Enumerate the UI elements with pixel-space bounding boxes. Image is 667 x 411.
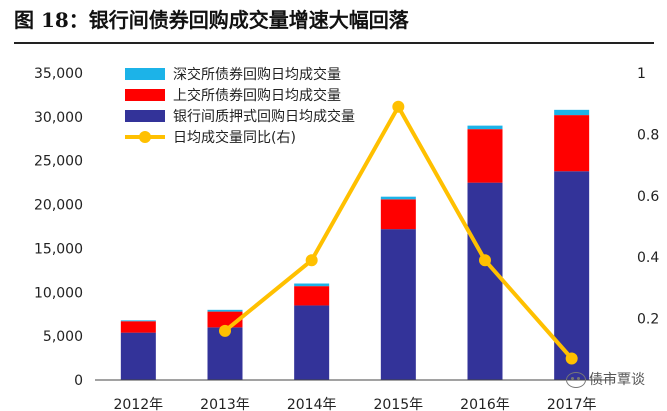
y-right-tick-label: 0.8 bbox=[637, 127, 659, 143]
legend-swatch-1 bbox=[125, 89, 165, 101]
yoy-point bbox=[479, 254, 491, 267]
bar-segment-2-0 bbox=[294, 305, 330, 380]
bar-segment-0-2 bbox=[120, 320, 156, 322]
legend: 深交所债券回购日均成交量上交所债券回购日均成交量银行间质押式回购日均成交量日均成… bbox=[125, 66, 355, 146]
y-left-tick-label: 5,000 bbox=[43, 329, 83, 345]
watermark: 债市覃谈 bbox=[566, 369, 645, 389]
bar-segment-5-1 bbox=[554, 115, 590, 172]
title-rule bbox=[14, 42, 654, 44]
y-left-tick-label: 30,000 bbox=[34, 110, 83, 126]
bar-segment-0-0 bbox=[120, 332, 156, 380]
yoy-point bbox=[219, 324, 231, 337]
bar-segment-1-2 bbox=[207, 309, 243, 312]
legend-swatch-0 bbox=[125, 110, 165, 122]
yoy-point bbox=[565, 352, 578, 365]
x-tick-label: 2015年 bbox=[374, 397, 424, 411]
yoy-point bbox=[392, 100, 405, 113]
y-left-tick-label: 20,000 bbox=[34, 198, 83, 214]
x-axis: 2012年 2013年 2014年 2015年 2016年 2017年 bbox=[95, 379, 615, 411]
legend-label: 深交所债券回购日均成交量 bbox=[173, 66, 341, 83]
bar-segment-2-1 bbox=[294, 286, 330, 306]
bar-layer bbox=[120, 109, 590, 380]
y-right-tick-label: 0.2 bbox=[637, 312, 659, 328]
bar-segment-3-0 bbox=[380, 229, 416, 380]
legend-label: 银行间质押式回购日均成交量 bbox=[173, 108, 355, 125]
y-right-tick-label: 0.4 bbox=[637, 250, 659, 266]
bar-segment-4-1 bbox=[467, 129, 503, 183]
legend-swatch-point bbox=[139, 131, 151, 143]
yoy-point bbox=[305, 254, 318, 267]
y-left-tick-label: 25,000 bbox=[34, 154, 83, 170]
wechat-icon bbox=[566, 372, 586, 388]
bar-segment-3-2 bbox=[380, 196, 416, 200]
x-tick-label: 2013年 bbox=[200, 397, 250, 411]
bar-segment-5-2 bbox=[554, 109, 590, 116]
legend-label: 上交所债券回购日均成交量 bbox=[173, 87, 341, 104]
watermark-text: 债市覃谈 bbox=[589, 372, 645, 388]
legend-swatch-2 bbox=[125, 68, 165, 80]
y-axis-right: 0.2 0.4 0.6 0.8 1 bbox=[637, 66, 659, 328]
legend-label: 日均成交量同比(右) bbox=[173, 129, 296, 146]
bar-segment-3-1 bbox=[380, 199, 416, 230]
bar-segment-2-2 bbox=[294, 283, 330, 287]
y-left-tick-label: 35,000 bbox=[34, 66, 83, 82]
y-left-tick-label: 10,000 bbox=[34, 285, 83, 301]
y-right-tick-label: 1 bbox=[637, 66, 646, 82]
x-tick-label: 2014年 bbox=[287, 397, 337, 411]
y-right-tick-label: 0.6 bbox=[637, 189, 659, 205]
yoy-line-layer bbox=[219, 100, 578, 365]
bar-segment-4-0 bbox=[467, 182, 503, 380]
bar-segment-4-2 bbox=[467, 125, 503, 130]
y-left-tick-label: 15,000 bbox=[34, 241, 83, 257]
bar-segment-5-0 bbox=[554, 171, 590, 380]
figure-title: 图 18：银行间债券回购成交量增速大幅回落 bbox=[14, 8, 409, 32]
y-axis-left: 0 5,000 10,000 15,000 20,000 25,000 30,000 35,0… bbox=[34, 66, 83, 389]
x-tick-label: 2017年 bbox=[547, 397, 597, 411]
bar-segment-0-1 bbox=[120, 321, 156, 333]
x-tick-label: 2012年 bbox=[114, 397, 164, 411]
y-left-tick-label: 0 bbox=[74, 373, 83, 389]
x-tick-label: 2016年 bbox=[460, 397, 510, 411]
